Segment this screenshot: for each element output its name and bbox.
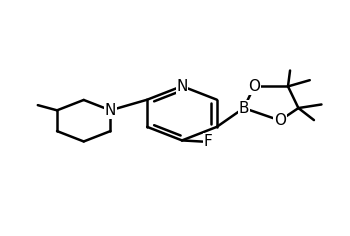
Text: N: N	[176, 79, 188, 94]
Text: O: O	[248, 79, 260, 94]
Text: B: B	[239, 101, 249, 116]
Text: N: N	[105, 103, 116, 118]
Text: F: F	[204, 134, 213, 149]
Text: O: O	[274, 113, 286, 128]
